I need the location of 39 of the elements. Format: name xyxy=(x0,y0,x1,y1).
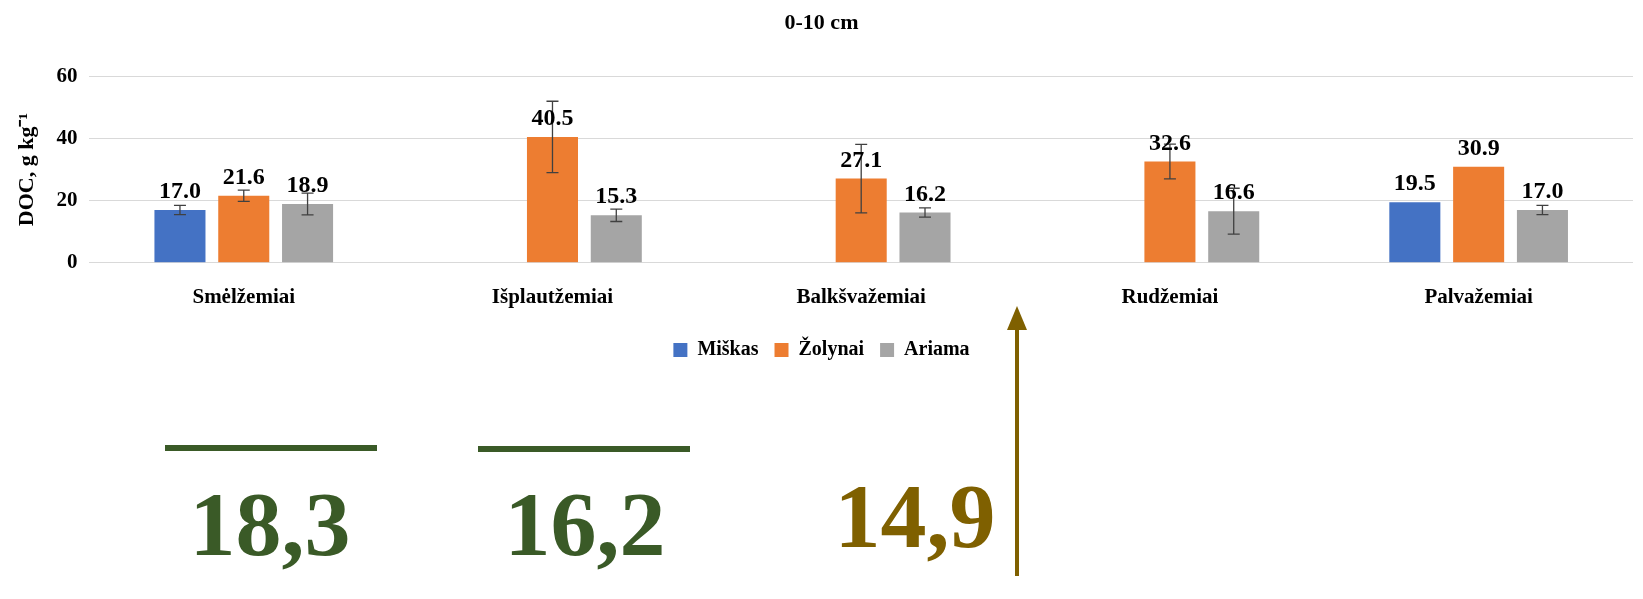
x-tick-label: Palvažemiai xyxy=(1424,283,1534,308)
bar xyxy=(1144,161,1196,263)
x-tick-label: Rudžemiai xyxy=(1121,283,1219,308)
text: 18,3 xyxy=(189,473,351,575)
bar xyxy=(590,215,642,263)
y-tick-label: 40 xyxy=(56,124,78,149)
bar xyxy=(1453,166,1505,263)
y-tick-label: 0 xyxy=(66,249,78,274)
bar xyxy=(1516,209,1568,263)
data-label: 16.2 xyxy=(904,179,946,206)
data-label: 32.6 xyxy=(1148,128,1191,155)
data-label: 19.5 xyxy=(1393,169,1436,196)
chart-title: 0-10 cm xyxy=(784,8,859,34)
bar xyxy=(218,195,270,263)
bar xyxy=(282,204,334,263)
bar xyxy=(835,178,887,263)
data-label: 30.9 xyxy=(1457,134,1500,161)
y-tick-label: 20 xyxy=(56,187,78,212)
legend-label: Žolynai xyxy=(798,336,865,361)
y-tick-label: 60 xyxy=(56,62,78,87)
legend-label: Miškas xyxy=(697,337,759,360)
data-label: 17.0 xyxy=(1521,177,1564,204)
bar xyxy=(899,212,951,263)
legend-label: Ariama xyxy=(904,337,970,360)
text: 14,9 xyxy=(834,465,996,567)
y-axis-title: DOC, g kg⁻¹ xyxy=(12,112,38,227)
x-tick-label: Smėlžemiai xyxy=(192,283,296,308)
text: 16,2 xyxy=(504,473,666,575)
data-label: 18.9 xyxy=(286,171,329,198)
x-tick-label: Išplautžemiai xyxy=(491,283,614,308)
bar xyxy=(1389,202,1441,263)
bar xyxy=(154,209,206,263)
data-label: 17.0 xyxy=(158,177,201,204)
data-label: 16.6 xyxy=(1212,178,1255,205)
bar xyxy=(1208,211,1260,263)
x-tick-label: Balkšvažemiai xyxy=(796,283,927,308)
data-label: 21.6 xyxy=(222,162,265,189)
data-label: 15.3 xyxy=(595,182,638,209)
bar xyxy=(526,136,578,263)
